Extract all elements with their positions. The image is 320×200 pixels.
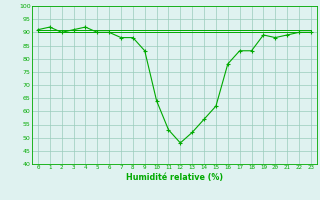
X-axis label: Humidité relative (%): Humidité relative (%): [126, 173, 223, 182]
